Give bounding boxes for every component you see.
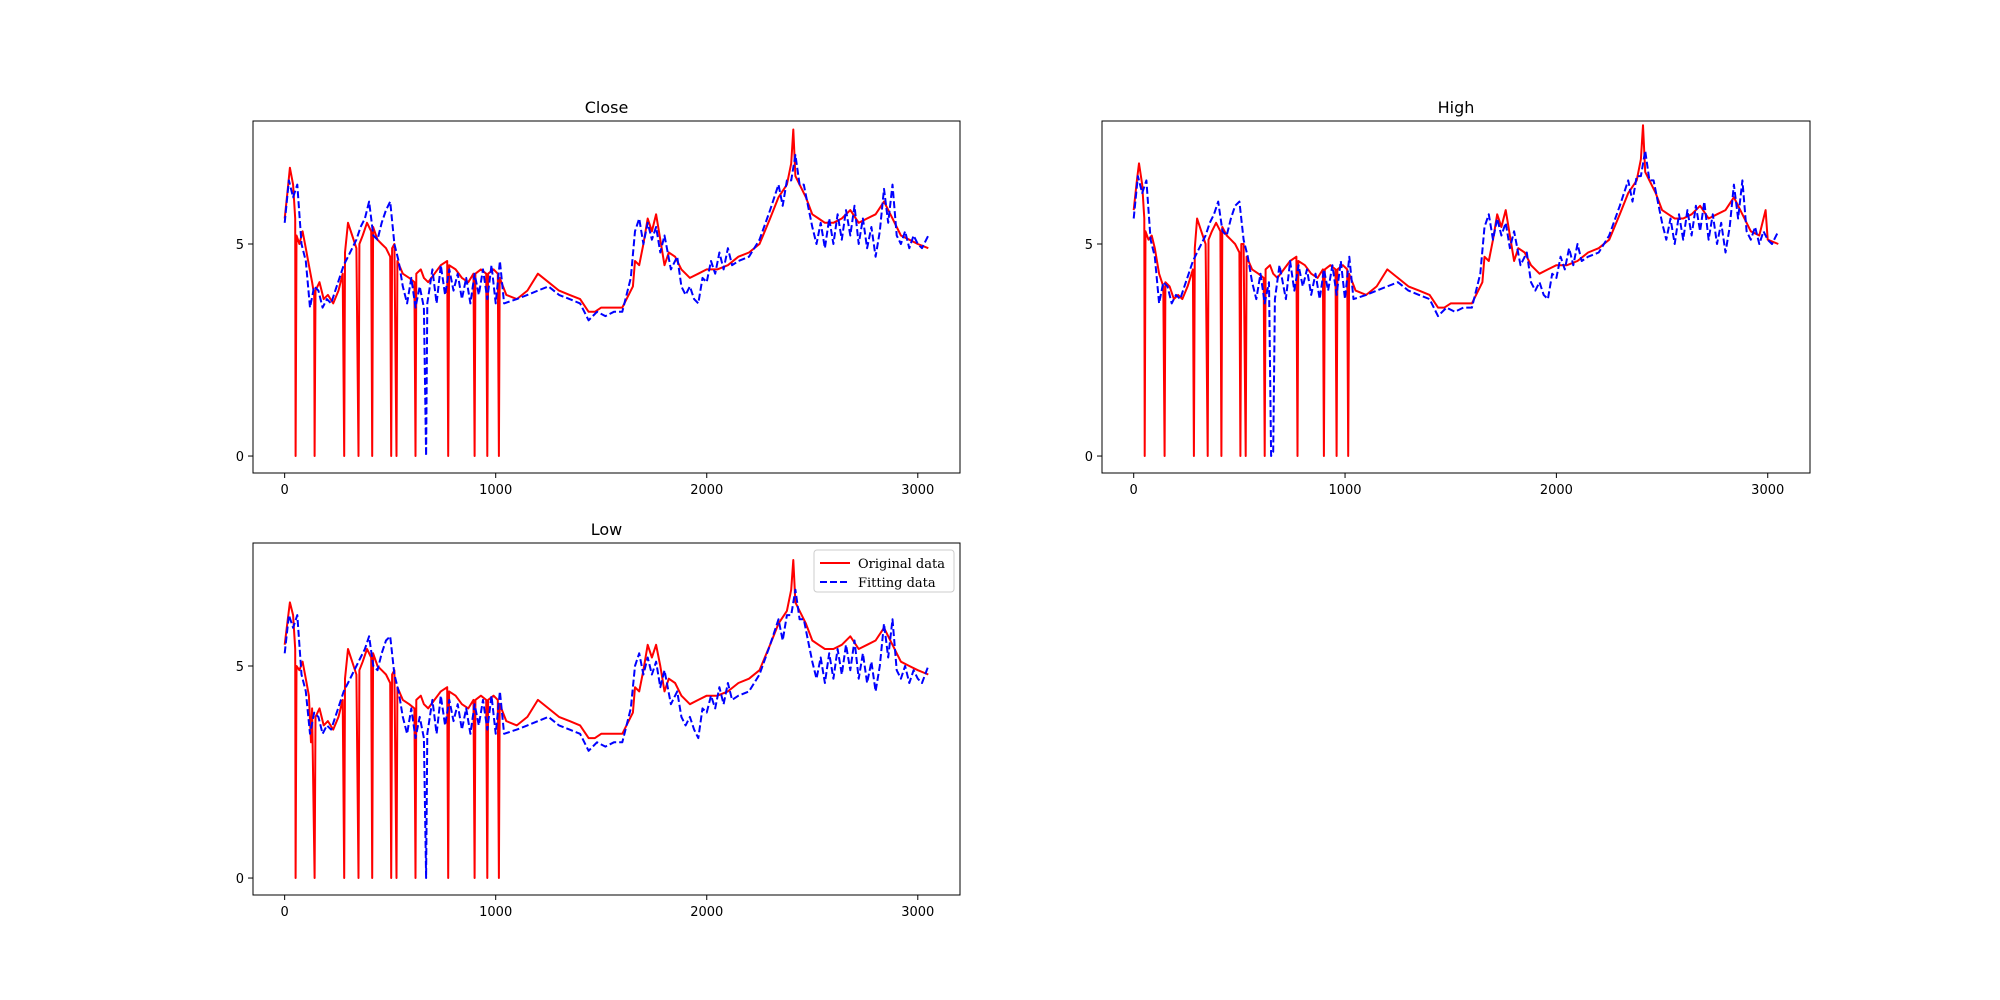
x-tick-label: 1000 — [479, 905, 512, 920]
x-tick-label: 1000 — [1328, 483, 1361, 498]
series-line-fitting-data — [283, 588, 930, 879]
x-tick-label: 2000 — [690, 905, 723, 920]
y-tick-label: 0 — [236, 872, 244, 887]
chart-title: High — [1438, 98, 1475, 117]
axes-frame — [1101, 120, 1811, 474]
y-tick-label: 5 — [1085, 238, 1093, 253]
axes-frame — [252, 542, 961, 896]
y-tick-label: 0 — [1085, 450, 1093, 465]
x-tick-label: 2000 — [1540, 483, 1573, 498]
chart-title: Close — [585, 98, 629, 117]
x-tick-label: 0 — [281, 483, 289, 498]
axes-frame — [252, 120, 961, 474]
chart-title: Low — [591, 520, 623, 539]
legend-label: Original data — [858, 557, 945, 572]
y-tick-label: 0 — [236, 450, 244, 465]
series-line-fitting-data — [283, 153, 930, 457]
x-tick-label: 2000 — [690, 483, 723, 498]
x-tick-label: 0 — [281, 905, 289, 920]
x-tick-label: 1000 — [479, 483, 512, 498]
x-tick-label: 3000 — [1751, 483, 1784, 498]
y-tick-label: 5 — [236, 238, 244, 253]
series-line-original-data — [283, 559, 929, 879]
series-line-original-data — [1132, 124, 1779, 457]
subplot-close: 0 1000 2000 3000 0 5 Close — [236, 98, 961, 498]
legend: Original data Fitting data — [813, 549, 955, 593]
x-tick-label: 0 — [1130, 483, 1138, 498]
subplot-low: 0 1000 2000 3000 0 5 Low — [236, 520, 961, 920]
series-line-fitting-data — [1132, 149, 1780, 457]
subplot-high: 0 1000 2000 3000 0 5 High — [1085, 98, 1811, 498]
legend-box — [813, 549, 955, 593]
series-line-original-data — [283, 128, 929, 457]
x-tick-label: 3000 — [901, 905, 934, 920]
x-tick-label: 3000 — [901, 483, 934, 498]
legend-label: Fitting data — [858, 576, 936, 591]
y-tick-label: 5 — [236, 660, 244, 675]
